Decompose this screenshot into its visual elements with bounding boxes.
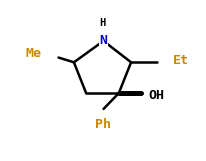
Text: Et: Et bbox=[172, 54, 188, 67]
Text: OH: OH bbox=[148, 89, 164, 102]
Text: N: N bbox=[99, 34, 107, 47]
Text: Me: Me bbox=[25, 47, 41, 60]
Text: Ph: Ph bbox=[95, 118, 111, 131]
Text: H: H bbox=[99, 18, 105, 28]
